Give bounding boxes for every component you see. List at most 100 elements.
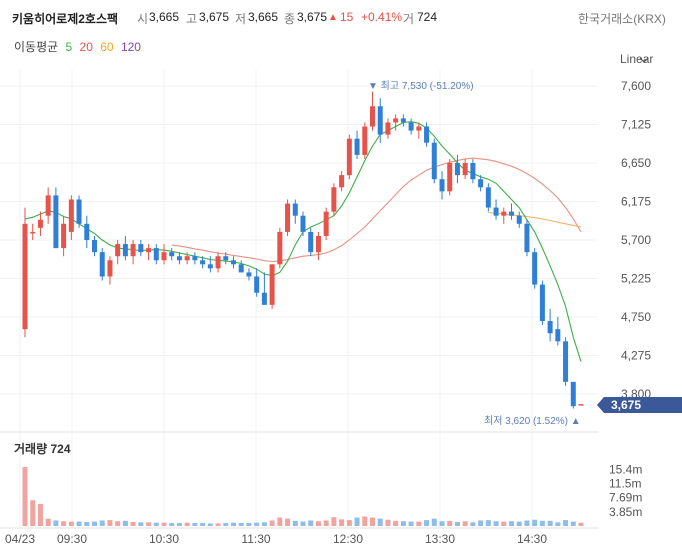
volume-panel-title: 거래량 724 <box>14 440 71 457</box>
candle-body <box>532 252 538 285</box>
volume-bar <box>215 523 221 526</box>
candle-body <box>192 256 198 261</box>
volume-bar <box>68 521 74 526</box>
volume-bar <box>254 522 260 526</box>
candle-body <box>493 207 499 216</box>
volume-tick-label: 3.85m <box>609 505 642 519</box>
moving-average-legend[interactable]: 이동평균 5 20 60 120 <box>14 38 145 55</box>
volume-bar <box>501 521 507 526</box>
price-tick-label: 5,700 <box>621 233 651 247</box>
volume-bar <box>277 517 283 526</box>
volume-bar <box>485 520 491 526</box>
candlesticks <box>22 91 584 409</box>
candle-body <box>509 211 514 216</box>
volume-bar <box>377 518 383 526</box>
volume-bar <box>153 522 159 526</box>
volume-bar <box>300 521 306 526</box>
candle-body <box>92 240 97 253</box>
candle-body <box>300 215 306 232</box>
volume-bar <box>570 521 576 526</box>
scale-mode-label[interactable]: Linear <box>620 52 653 66</box>
volume-bar <box>107 520 113 526</box>
grid-lines <box>0 70 598 528</box>
ma5-legend[interactable]: 5 <box>65 40 73 54</box>
candle-body <box>346 138 352 176</box>
candle-body <box>130 244 136 257</box>
candle-body <box>138 244 144 253</box>
ma20-line <box>171 157 582 263</box>
candle-body <box>122 244 128 257</box>
volume-bar <box>539 520 545 526</box>
volume-bar <box>207 523 213 526</box>
candle-body <box>45 195 51 216</box>
candle-body <box>107 260 113 277</box>
ma20-legend[interactable]: 20 <box>79 40 93 54</box>
chevron-down-icon[interactable] <box>639 57 649 63</box>
max-price-annotation: ▼ 최고 7,530 (-51.20%) <box>368 80 474 92</box>
change-up-icon: ▲ <box>328 12 338 23</box>
price-tick-label: 6,175 <box>621 195 651 209</box>
volume-bar <box>385 519 391 526</box>
candle-body <box>370 106 375 127</box>
volume-bars <box>22 467 584 526</box>
candle-body <box>161 252 167 261</box>
price-tick-label: 5,225 <box>621 272 651 286</box>
volume-bar <box>339 519 345 526</box>
candle-body <box>176 256 182 261</box>
ma120-legend[interactable]: 120 <box>120 40 141 54</box>
ma5-line <box>24 121 582 362</box>
time-tick-label: 14:30 <box>517 532 547 546</box>
current-price-badge: 3,675 <box>597 397 682 413</box>
time-axis[interactable]: 04/23 09:30 10:30 11:30 12:30 13:30 14:30 <box>5 532 547 546</box>
candle-body <box>238 264 244 273</box>
volume-bar <box>563 520 569 526</box>
candle-body <box>377 106 383 135</box>
candle-body <box>261 292 267 305</box>
candle-body <box>485 187 491 208</box>
candle-body <box>424 126 430 143</box>
volume-bar <box>115 521 121 526</box>
volume-bar <box>547 520 553 526</box>
volume-bar <box>323 520 329 526</box>
candle-body <box>277 231 283 265</box>
volume-bar <box>478 520 484 526</box>
volume-bar <box>524 520 530 526</box>
volume-bar <box>454 521 460 526</box>
volume-tick-label: 7.69m <box>609 491 642 505</box>
candle-body <box>447 163 453 192</box>
candle-body <box>22 223 28 330</box>
volume-tick-label: 15.4m <box>609 462 642 476</box>
volume-bar <box>493 521 499 526</box>
volume-bar <box>346 520 352 526</box>
candle-body <box>61 223 67 249</box>
current-price-value: 3,675 <box>611 398 641 412</box>
candle-body <box>207 264 213 269</box>
candle-body <box>547 321 553 334</box>
candle-body <box>470 163 476 180</box>
price-axis[interactable]: 7,600 7,125 6,650 6,175 5,700 5,225 4,750 4,275… <box>621 79 651 401</box>
candle-body <box>331 187 337 212</box>
candle-body <box>339 175 345 188</box>
volume-bar <box>416 521 422 526</box>
volume-bar <box>285 518 291 526</box>
candle-body <box>524 223 530 253</box>
volume-bar <box>447 520 453 526</box>
candle-body <box>99 252 105 277</box>
volume-bar <box>146 522 152 526</box>
open-label: 시 <box>137 12 149 26</box>
volume-bar <box>22 467 28 526</box>
ma60-legend[interactable]: 60 <box>100 40 114 54</box>
volume-panel-label: 거래량 <box>14 442 48 456</box>
volume-bar <box>408 521 414 526</box>
candle-body <box>200 260 206 265</box>
exchange-label: 한국거래소(KRX) <box>578 12 666 26</box>
candle-body <box>84 223 90 240</box>
volume-bar <box>138 522 144 526</box>
volume-bar <box>53 520 59 526</box>
volume-bar <box>37 503 43 526</box>
candle-body <box>231 260 236 265</box>
volume-bar <box>161 522 167 526</box>
candle-body <box>385 122 391 135</box>
volume-bar <box>246 523 252 526</box>
